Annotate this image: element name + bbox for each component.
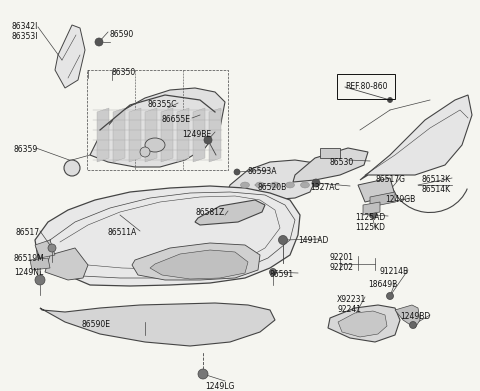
Circle shape [370, 212, 376, 219]
Polygon shape [228, 160, 318, 200]
Text: 1249BD: 1249BD [400, 312, 430, 321]
Text: 1491AD: 1491AD [298, 236, 328, 245]
Polygon shape [370, 192, 395, 207]
Circle shape [269, 269, 276, 276]
Text: 86359: 86359 [14, 145, 38, 154]
Polygon shape [363, 202, 380, 215]
Text: 86519M: 86519M [14, 254, 45, 263]
Text: 86590E: 86590E [82, 320, 111, 329]
Polygon shape [150, 250, 248, 279]
Circle shape [312, 179, 320, 187]
Ellipse shape [145, 138, 165, 152]
Text: 1327AC: 1327AC [310, 183, 340, 192]
Text: 1125AD
1125KD: 1125AD 1125KD [355, 213, 385, 232]
Text: 86511A: 86511A [108, 228, 137, 237]
Polygon shape [129, 108, 141, 162]
Circle shape [64, 160, 80, 176]
Polygon shape [293, 148, 368, 182]
Circle shape [204, 136, 212, 144]
Polygon shape [193, 108, 205, 162]
Text: 86355C: 86355C [148, 100, 178, 109]
Text: 1249BE: 1249BE [182, 130, 211, 139]
Polygon shape [195, 200, 265, 225]
Text: 86350: 86350 [112, 68, 136, 77]
Polygon shape [35, 240, 55, 258]
Text: 91214B: 91214B [380, 267, 409, 276]
Text: 86593A: 86593A [247, 167, 276, 176]
Polygon shape [360, 95, 472, 180]
Text: 86655E: 86655E [162, 115, 191, 124]
Circle shape [95, 38, 103, 46]
Polygon shape [161, 108, 173, 162]
Polygon shape [90, 88, 225, 167]
Polygon shape [320, 148, 340, 158]
Text: 86342I
86353I: 86342I 86353I [12, 22, 38, 41]
Text: 86517: 86517 [16, 228, 40, 237]
Text: X92231
92241: X92231 92241 [337, 295, 366, 314]
Text: 86520B: 86520B [258, 183, 287, 192]
Text: 86513K
86514K: 86513K 86514K [421, 175, 450, 194]
Text: 86517G: 86517G [375, 175, 405, 184]
Text: 92201
92202: 92201 92202 [330, 253, 354, 273]
Circle shape [409, 321, 417, 328]
Polygon shape [358, 178, 395, 202]
Circle shape [278, 235, 288, 244]
Text: 86581Z: 86581Z [196, 208, 225, 217]
Polygon shape [209, 108, 221, 162]
Circle shape [387, 97, 393, 102]
Polygon shape [35, 186, 300, 286]
Text: 1249GB: 1249GB [385, 195, 415, 204]
Text: 1249LG: 1249LG [205, 382, 234, 391]
Text: 86590: 86590 [110, 30, 134, 39]
Polygon shape [177, 108, 189, 162]
Circle shape [140, 147, 150, 157]
Text: REF.80-860: REF.80-860 [345, 82, 387, 91]
Text: 18649B: 18649B [368, 280, 397, 289]
Ellipse shape [240, 182, 250, 188]
Circle shape [48, 244, 56, 252]
Polygon shape [328, 305, 400, 342]
Polygon shape [97, 108, 109, 162]
Text: 86591: 86591 [270, 270, 294, 279]
Polygon shape [30, 258, 50, 270]
Circle shape [386, 292, 394, 300]
Polygon shape [45, 248, 88, 280]
Polygon shape [113, 108, 125, 162]
Text: 1249NL: 1249NL [14, 268, 43, 277]
Circle shape [234, 169, 240, 175]
Polygon shape [395, 305, 420, 328]
Ellipse shape [300, 182, 310, 188]
Ellipse shape [255, 182, 264, 188]
Polygon shape [338, 311, 387, 337]
Ellipse shape [286, 182, 295, 188]
Polygon shape [40, 303, 275, 346]
Polygon shape [55, 25, 85, 88]
Ellipse shape [271, 182, 279, 188]
Polygon shape [132, 243, 260, 280]
Polygon shape [145, 108, 157, 162]
Circle shape [35, 275, 45, 285]
Text: 86530: 86530 [330, 158, 354, 167]
Circle shape [198, 369, 208, 379]
